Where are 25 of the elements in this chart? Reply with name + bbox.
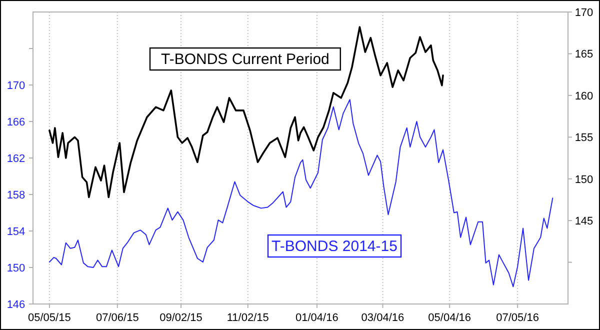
x-tick-label: 03/04/16 xyxy=(361,312,404,324)
y-tick-label: 166 xyxy=(6,116,26,128)
x-tick-label: 05/04/16 xyxy=(428,312,472,324)
y2-tick-label: 165 xyxy=(574,48,594,61)
x-tick-label: 09/02/15 xyxy=(160,312,202,324)
line-series xyxy=(48,99,554,288)
y-tick-label: 146 xyxy=(6,299,26,311)
x-tick-label: 07/05/16 xyxy=(496,312,539,324)
x-tick-label: 07/06/15 xyxy=(96,312,139,324)
series-label: T-BONDS Current Period xyxy=(161,51,330,68)
y-tick-label: 150 xyxy=(6,262,26,274)
x-tick-label: 11/02/15 xyxy=(226,312,269,324)
y-tick-label: 170 xyxy=(6,80,26,92)
y2-tick-label: 145 xyxy=(574,216,594,228)
y2-tick-label: 150 xyxy=(574,174,594,186)
y2-tick-label: 160 xyxy=(574,90,594,102)
x-tick-label: 01/04/16 xyxy=(296,312,338,324)
y2-tick-label: 155 xyxy=(574,132,594,144)
series-label: T-BONDS 2014-15 xyxy=(272,238,398,255)
y-tick-label: 154 xyxy=(6,226,26,238)
x-tick-label: 05/05/15 xyxy=(28,312,71,324)
line-series xyxy=(48,26,444,198)
y2-tick-label: 170 xyxy=(574,7,594,19)
y-tick-label: 162 xyxy=(6,153,26,165)
y-tick-label: 158 xyxy=(6,190,26,202)
